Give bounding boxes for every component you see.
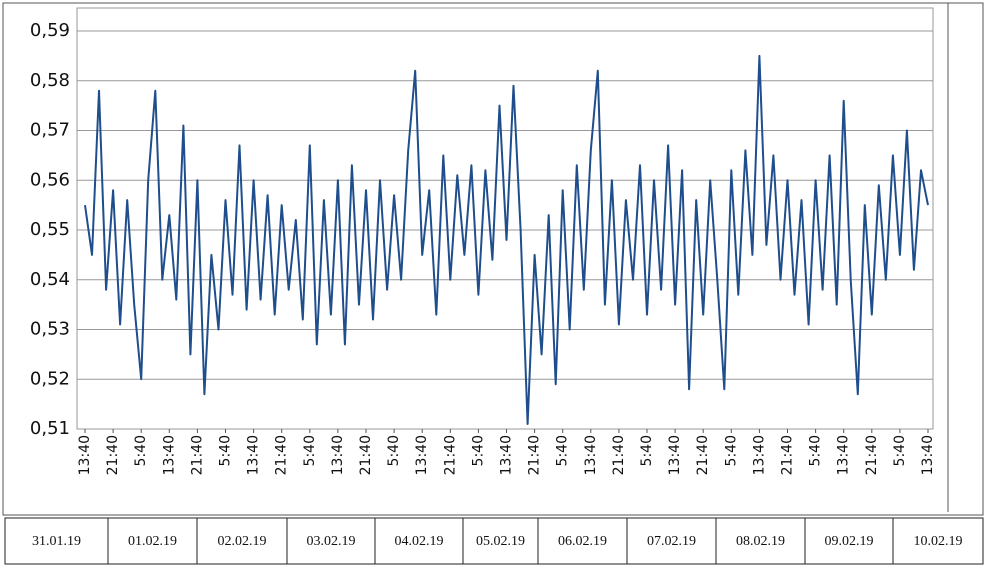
x-tick-label: 13:40 xyxy=(330,435,346,475)
date-label: 05.02.19 xyxy=(476,534,525,549)
x-tick-label: 13:40 xyxy=(77,435,93,475)
data-line xyxy=(84,54,929,425)
date-label: 07.02.19 xyxy=(647,534,696,549)
date-label: 03.02.19 xyxy=(307,534,356,549)
y-tick-label: 0,59 xyxy=(30,20,70,41)
y-tick-label: 0,53 xyxy=(30,319,70,340)
y-tick-label: 0,54 xyxy=(30,269,70,290)
x-tick-label: 13:40 xyxy=(499,435,515,475)
x-tick-label: 21:40 xyxy=(611,435,627,475)
y-tick-label: 0,58 xyxy=(30,70,70,91)
x-tick-label: 21:40 xyxy=(442,435,458,475)
x-tick-label: 5:40 xyxy=(808,435,824,466)
x-tick-label: 21:40 xyxy=(274,435,290,475)
x-tick-label: 5:40 xyxy=(555,435,571,466)
chart-frame xyxy=(2,2,984,516)
date-label: 09.02.19 xyxy=(825,534,874,549)
x-tick-label: 13:40 xyxy=(836,435,852,475)
x-tick-label: 13:40 xyxy=(751,435,767,475)
x-tick-label: 13:40 xyxy=(920,435,936,475)
x-tick-label: 21:40 xyxy=(189,435,205,475)
x-tick-label: 21:40 xyxy=(527,435,543,475)
x-tick-label: 13:40 xyxy=(161,435,177,475)
x-tick-label: 5:40 xyxy=(892,435,908,466)
x-tick-label: 21:40 xyxy=(358,435,374,475)
y-tick-label: 0,51 xyxy=(30,418,70,439)
x-tick-label: 13:40 xyxy=(667,435,683,475)
x-tick-label: 5:40 xyxy=(218,435,234,466)
date-label: 31.01.19 xyxy=(32,534,81,549)
y-tick-label: 0,57 xyxy=(30,120,70,141)
x-tick-label: 21:40 xyxy=(695,435,711,475)
x-tick-label: 13:40 xyxy=(414,435,430,475)
date-label: 02.02.19 xyxy=(218,534,267,549)
x-tick-label: 5:40 xyxy=(470,435,486,466)
x-tick-label: 21:40 xyxy=(105,435,121,475)
date-row-frame xyxy=(4,517,984,565)
x-tick-label: 13:40 xyxy=(583,435,599,475)
x-tick-label: 21:40 xyxy=(780,435,796,475)
x-tick-label: 5:40 xyxy=(386,435,402,466)
x-tick-label: 13:40 xyxy=(246,435,262,475)
y-tick-label: 0,52 xyxy=(30,368,70,389)
x-tick-label: 5:40 xyxy=(723,435,739,466)
date-label: 10.02.19 xyxy=(914,534,963,549)
date-label: 06.02.19 xyxy=(558,534,607,549)
x-tick-label: 5:40 xyxy=(302,435,318,466)
y-tick-label: 0,56 xyxy=(30,169,70,190)
date-label: 01.02.19 xyxy=(128,534,177,549)
date-label: 08.02.19 xyxy=(736,534,785,549)
x-tick-label: 21:40 xyxy=(864,435,880,475)
y-tick-label: 0,55 xyxy=(30,219,70,240)
date-label: 04.02.19 xyxy=(395,534,444,549)
x-tick-label: 5:40 xyxy=(639,435,655,466)
x-tick-label: 5:40 xyxy=(133,435,149,466)
